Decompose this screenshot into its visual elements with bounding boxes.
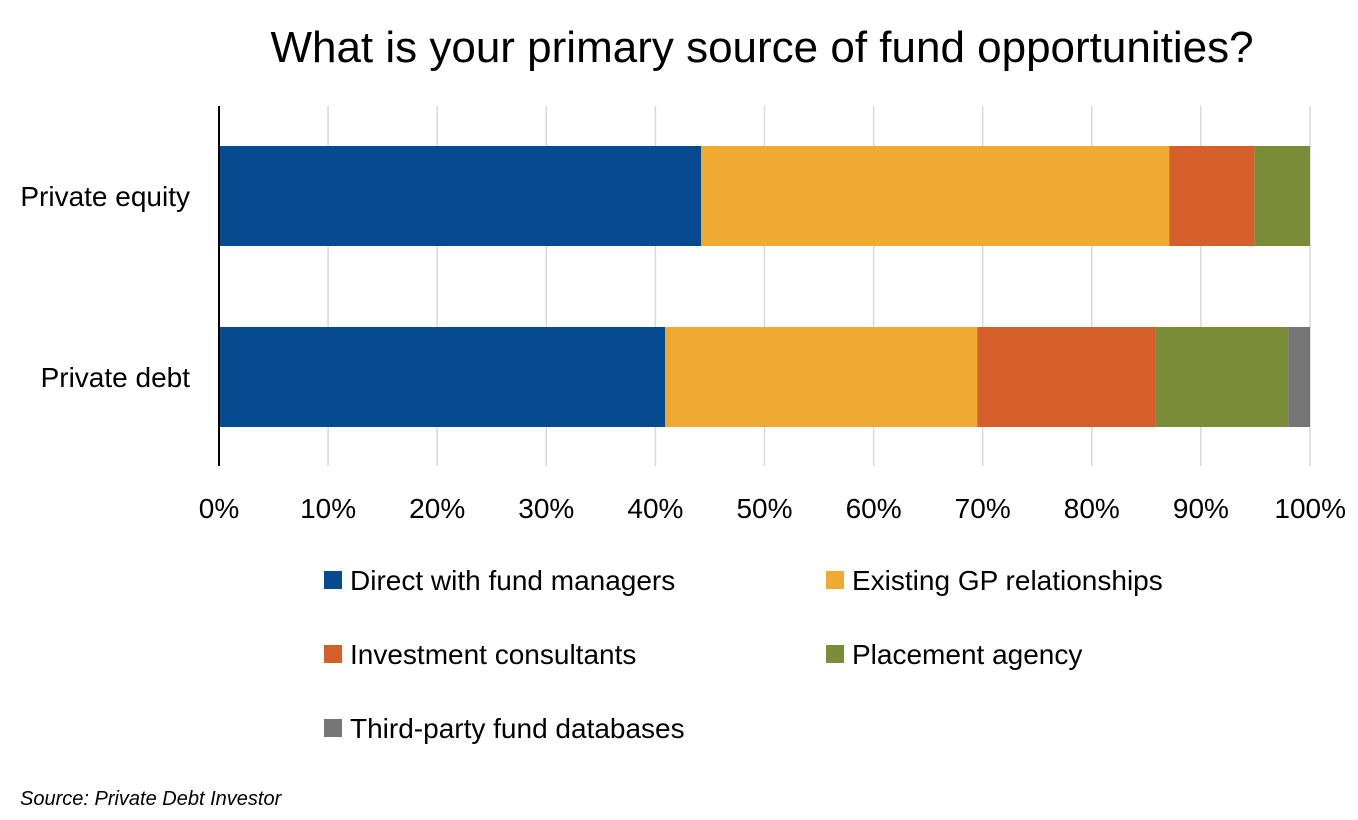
bar-segment (665, 327, 978, 427)
legend-swatch (826, 645, 844, 663)
x-axis-tick-labels: 0% 10% 20% 30% 40% 50% 60% 70% 80% 90% 100% (199, 493, 1346, 524)
bar-segment (701, 146, 1170, 246)
bar-segment (1155, 327, 1289, 427)
legend-label: Investment consultants (350, 639, 636, 670)
x-tick-label: 60% (846, 493, 902, 524)
bar-segment (977, 327, 1156, 427)
bar-segment (1288, 327, 1310, 427)
legend: Direct with fund managers Existing GP rel… (324, 565, 1163, 744)
legend-swatch (324, 571, 342, 589)
x-tick-label: 0% (199, 493, 239, 524)
bar-segment (219, 327, 666, 427)
bar-segment (219, 146, 702, 246)
x-tick-label: 80% (1064, 493, 1120, 524)
x-tick-label: 20% (409, 493, 465, 524)
x-tick-label: 90% (1173, 493, 1229, 524)
legend-swatch (826, 571, 844, 589)
source-note: Source: Private Debt Investor (20, 788, 283, 810)
bar-segment (1254, 146, 1310, 246)
chart-title: What is your primary source of fund oppo… (270, 23, 1253, 72)
x-tick-label: 70% (955, 493, 1011, 524)
legend-label: Direct with fund managers (350, 565, 675, 596)
x-tick-label: 40% (627, 493, 683, 524)
x-tick-label: 100% (1274, 493, 1346, 524)
bar-segment (1169, 146, 1255, 246)
legend-swatch (324, 645, 342, 663)
category-labels: Private equity Private debt (20, 181, 190, 393)
legend-label: Placement agency (852, 639, 1082, 670)
category-label: Private debt (41, 362, 191, 393)
legend-swatch (324, 719, 342, 737)
category-label: Private equity (20, 181, 190, 212)
legend-label: Third-party fund databases (350, 713, 685, 744)
legend-label: Existing GP relationships (852, 565, 1163, 596)
x-tick-label: 10% (300, 493, 356, 524)
x-tick-label: 30% (518, 493, 574, 524)
bars (219, 146, 1310, 427)
x-tick-label: 50% (736, 493, 792, 524)
